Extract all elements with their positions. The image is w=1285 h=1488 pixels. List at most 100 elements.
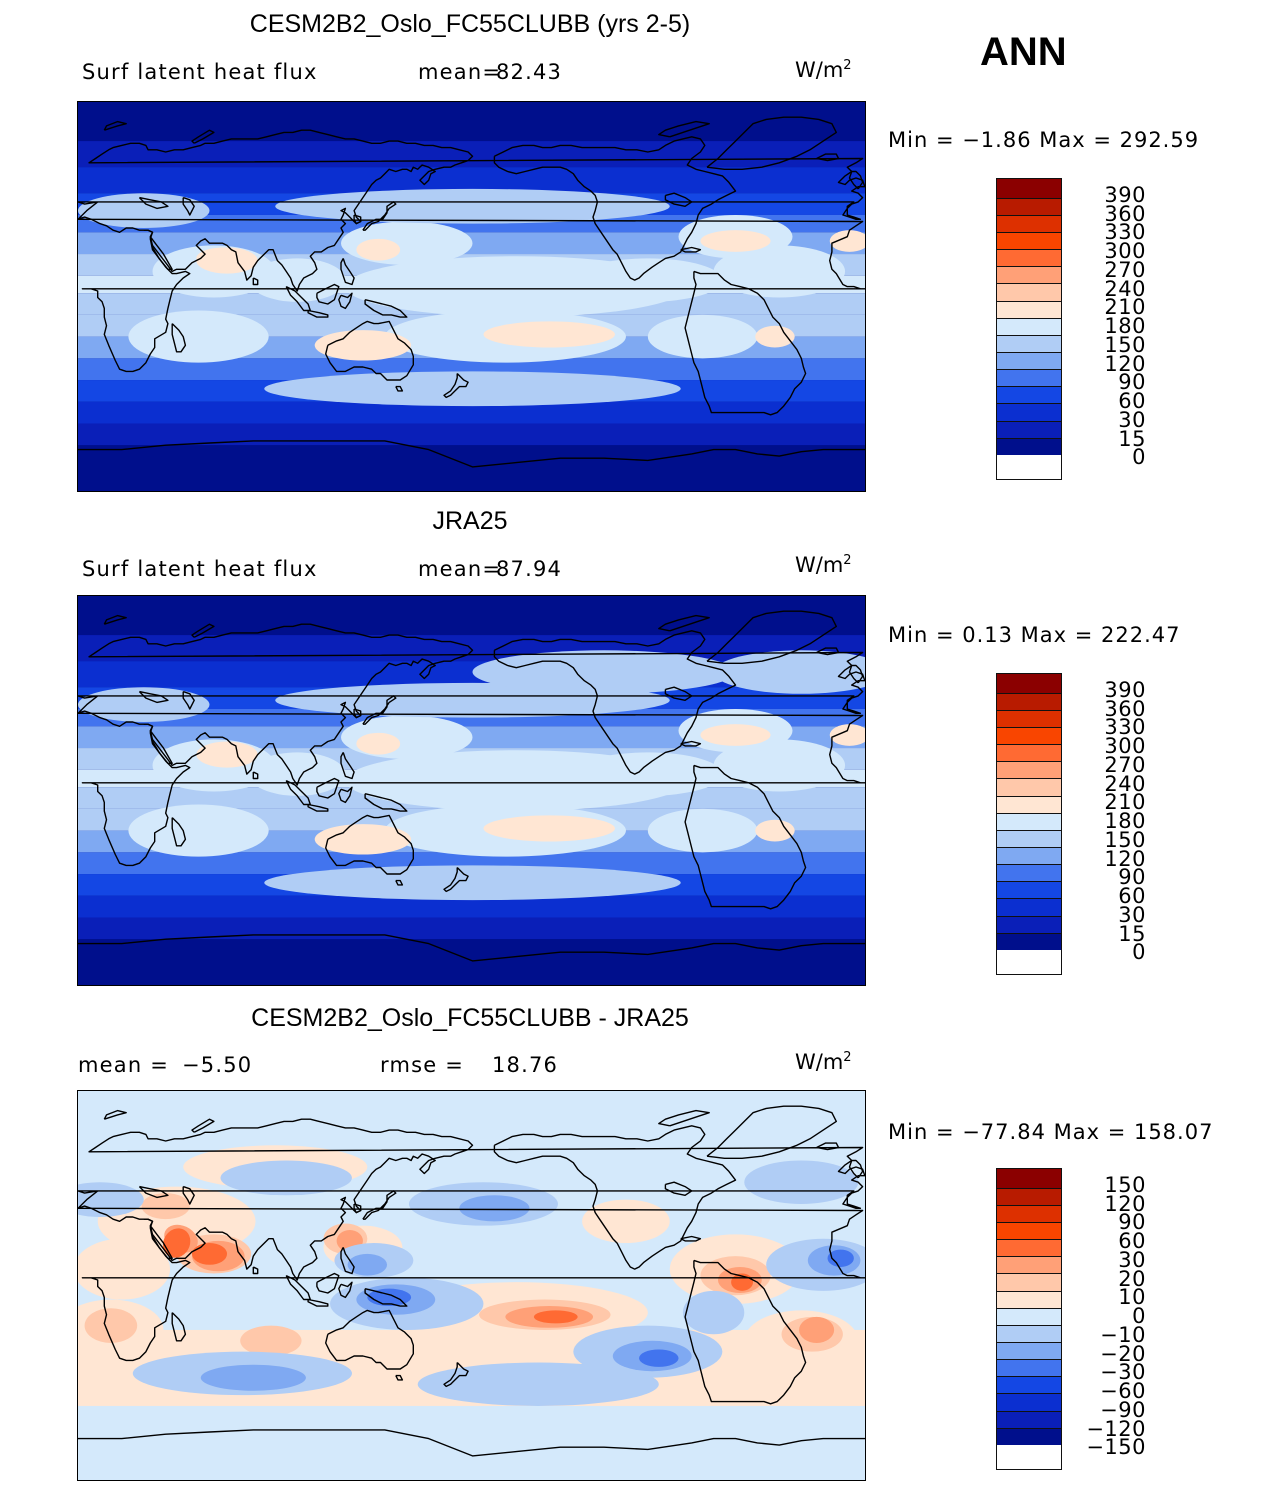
colorbar-band <box>997 1273 1061 1291</box>
panel-diff-units-exponent: 2 <box>843 1050 852 1065</box>
colorbar-band <box>997 727 1061 745</box>
colorbar-tick: 330 <box>1104 715 1146 740</box>
colorbar-band <box>997 179 1061 198</box>
colorbar-swatches <box>996 1168 1062 1470</box>
colorbar-tick: 150 <box>1104 332 1146 357</box>
panel-model-units: W/m2 <box>795 58 852 82</box>
map-canvas <box>78 102 865 491</box>
colorbar-tick: 90 <box>1118 865 1146 890</box>
colorbar-band <box>997 1290 1061 1308</box>
colorbar-tick: 30 <box>1118 1247 1146 1272</box>
colorbar-band <box>997 915 1061 933</box>
panel-diff-rmse-label: rmse = <box>380 1053 465 1077</box>
colorbar-tick: 15 <box>1118 426 1146 451</box>
colorbar-band <box>997 692 1061 710</box>
map-diff <box>77 1090 866 1481</box>
colorbar-band <box>997 744 1061 762</box>
colorbar-tick: 90 <box>1118 370 1146 395</box>
panel-obs-mean-value: 87.94 <box>496 557 563 581</box>
panel-model-variable: Surf latent heat flux <box>82 60 318 84</box>
panel-model-mean-label: mean= <box>418 60 502 84</box>
colorbar-band <box>997 778 1061 796</box>
colorbar-band <box>997 197 1061 215</box>
map-obs <box>77 595 866 986</box>
colorbar-band <box>997 1376 1061 1394</box>
colorbar-band <box>997 1359 1061 1377</box>
panel-obs-units: W/m2 <box>795 553 852 577</box>
colorbar-band <box>997 283 1061 301</box>
colorbar-band <box>997 898 1061 916</box>
colorbar-band <box>997 881 1061 899</box>
colorbar-tick: 15 <box>1118 921 1146 946</box>
colorbar-band <box>997 1410 1061 1428</box>
colorbar-band <box>997 1342 1061 1360</box>
colorbar-band <box>997 214 1061 233</box>
colorbar-tick: 330 <box>1104 220 1146 245</box>
panel-diff-mean-label: mean = <box>78 1053 170 1077</box>
colorbar-band <box>997 812 1061 830</box>
colorbar-tick: −10 <box>1100 1322 1146 1347</box>
colorbar-tick: 0 <box>1132 1304 1146 1328</box>
panel-diff-rmse-value: 18.76 <box>492 1053 559 1077</box>
colorbar-tick: 60 <box>1118 389 1146 413</box>
colorbar-tick: −90 <box>1100 1397 1146 1422</box>
colorbar-band <box>997 1222 1061 1240</box>
panel-obs-units-base: W/m <box>795 553 844 577</box>
colorbar-band <box>997 864 1061 882</box>
colorbar-tick: 90 <box>1118 1210 1146 1235</box>
colorbar-tick: 270 <box>1104 752 1146 777</box>
colorbar-band <box>997 437 1061 455</box>
colorbar-band <box>997 300 1061 318</box>
colorbar-tick: 60 <box>1118 884 1146 908</box>
colorbar-tick: 360 <box>1104 696 1146 721</box>
colorbar-band <box>997 369 1061 387</box>
colorbar-swatches <box>996 673 1062 975</box>
colorbar-swatches <box>996 178 1062 480</box>
panel-obs-units-exponent: 2 <box>843 553 852 568</box>
colorbar-band <box>997 1307 1061 1325</box>
colorbar-band <box>997 420 1061 438</box>
colorbar-band <box>997 249 1061 267</box>
colorbar-diff: 150 120 90 60 30 20 10 0 −10 −20 −30 −60 −90 −120 −150 <box>996 1168 1146 1472</box>
colorbar-tick: 180 <box>1104 809 1146 833</box>
colorbar-tick: 120 <box>1104 351 1146 376</box>
colorbar-band <box>997 1204 1061 1223</box>
panel-obs-variable: Surf latent heat flux <box>82 557 318 581</box>
colorbar-band <box>997 847 1061 865</box>
panel-obs-title: JRA25 <box>432 507 508 535</box>
colorbar-band <box>997 1324 1061 1343</box>
panel-obs-mean-label: mean= <box>418 557 502 581</box>
colorbar-tick: 360 <box>1104 201 1146 226</box>
colorbar-tick: 120 <box>1104 846 1146 871</box>
colorbar-tick: −120 <box>1086 1416 1146 1441</box>
colorbar-tick: −150 <box>1086 1435 1146 1460</box>
map-canvas <box>78 1091 865 1480</box>
colorbar-tick: 240 <box>1104 771 1146 796</box>
colorbar-tick: 60 <box>1118 1229 1146 1253</box>
colorbar-band <box>997 317 1061 335</box>
colorbar-band <box>997 352 1061 370</box>
colorbar-obs: 390 360 330 300 270 240 210 180 150 120 90 60 30 15 0 <box>996 673 1146 977</box>
colorbar-band <box>997 1256 1061 1274</box>
colorbar-tick: 390 <box>1104 677 1146 702</box>
colorbar-band <box>997 334 1061 353</box>
colorbar-band <box>997 709 1061 728</box>
panel-diff-minmax: Min = −77.84 Max = 158.07 <box>888 1120 1214 1144</box>
colorbar-tick: 270 <box>1104 257 1146 282</box>
colorbar-tick: 210 <box>1104 790 1146 815</box>
panel-diff-title: CESM2B2_Oslo_FC55CLUBB - JRA25 <box>251 1004 689 1032</box>
colorbar-model: 390 360 330 300 270 240 210 180 150 120 90 60 30 15 0 <box>996 178 1146 482</box>
panel-model-mean-value: 82.43 <box>496 60 563 84</box>
panel-diff-mean-value: −5.50 <box>182 1053 253 1077</box>
colorbar-tick: 0 <box>1132 940 1146 965</box>
map-canvas <box>78 596 865 985</box>
colorbar-band <box>997 1187 1061 1205</box>
colorbar-band <box>997 674 1061 693</box>
panel-model-units-base: W/m <box>795 58 844 82</box>
colorbar-tick: 150 <box>1104 1172 1146 1197</box>
colorbar-tick: 300 <box>1104 239 1146 263</box>
map-model <box>77 101 866 492</box>
colorbar-band <box>997 1169 1061 1188</box>
panel-diff-units: W/m2 <box>795 1050 852 1074</box>
colorbar-tick: 210 <box>1104 295 1146 320</box>
